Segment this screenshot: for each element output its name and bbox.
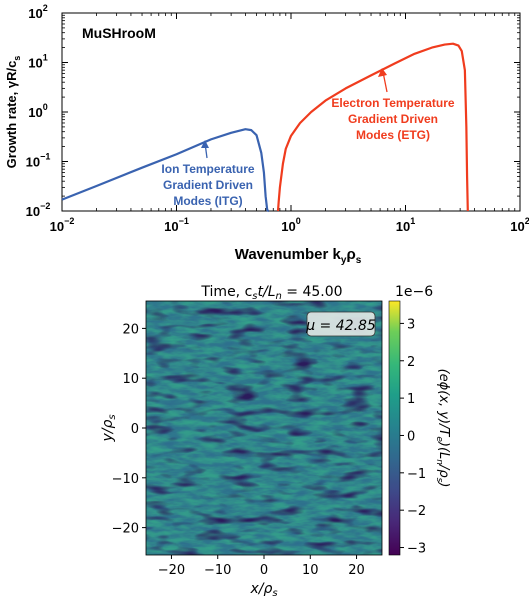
heatmap-y-tick-label: 20 [122,322,139,337]
colorbar-tick-label: −2 [407,504,426,519]
colorbar-tick-label: 2 [407,355,415,370]
heatmap-y-tick-label: −10 [112,472,139,487]
y-tick-label: 10−1 [26,152,51,170]
etg-annotation-line-1: Electron Temperature [331,96,454,110]
colorbar-label: (eϕ(x, y)/Te)(Ln/ρs) [434,369,451,488]
potential-field-chart: Time, cst/Ln = 45.00 [100,284,451,599]
mu-box: μ = 42.85 [305,311,376,337]
heatmap-field [146,301,382,555]
etg-annotation-line-3: Modes (ETG) [356,128,430,142]
y-tick-label: 100 [28,102,47,120]
colorbar: −3 −2 −1 0 1 2 3 1e−6 (eϕ(x, y)/Te)(Ln/ρs) [388,284,451,557]
growth-rate-y-axis-label: Growth rate, γR/cs [4,56,22,169]
itg-annotation-line-3: Modes (ITG) [173,194,242,208]
etg-annotation: Electron Temperature Gradient Driven Mod… [331,68,455,142]
heatmap-y-axis-label: y/ρs [100,414,118,442]
heatmap-x-tick-label: 0 [260,563,268,578]
y-tick-label: 10−2 [26,201,51,219]
heatmap-x-tick-label: 20 [348,563,365,578]
heatmap-x-tick-label: 10 [302,563,319,578]
itg-annotation-line-1: Ion Temperature [161,162,254,176]
itg-annotation-line-2: Gradient Driven [163,178,253,192]
heatmap-base [146,301,382,555]
x-tick-label: 101 [396,216,415,234]
y-tick-label: 102 [28,3,47,21]
etg-arrow-head [378,68,387,77]
growth-rate-x-axis-label: Wavenumber kyρs [235,246,362,266]
etg-annotation-line-2: Gradient Driven [348,112,438,126]
x-tick-label: 10−2 [50,216,75,234]
x-tick-label: 102 [510,216,529,234]
heatmap-x-axis-label: x/ρs [249,581,277,599]
colorbar-tick-label: −3 [407,542,426,557]
x-tick-label: 100 [281,216,300,234]
colorbar-tick-label: 0 [407,429,415,444]
mu-box-background [306,311,376,337]
colorbar-tick-label: 1 [407,392,415,407]
heatmap-y-tick-label: 10 [122,372,139,387]
itg-growth-rate-line [61,128,270,213]
growth-rate-plot-area [61,12,521,212]
heatmap-title: Time, cst/Ln = 45.00 [200,284,342,302]
colorbar-tick-label: 3 [407,317,415,332]
growth-rate-chart: 10−2 10−1 100 101 102 10−2 10−1 100 101 102 MuSHr… [4,3,529,266]
itg-annotation: Ion Temperature Gradient Driven Modes (I… [161,140,255,208]
heatmap-x-tick-label: −10 [204,563,231,578]
colorbar-tick-label: −1 [407,467,426,482]
mu-box-text: μ = 42.85 [305,318,376,334]
heatmap-y-tick-label: 0 [131,422,139,437]
heatmap-x-tick-label: −20 [158,563,185,578]
x-tick-label: 10−1 [164,216,189,234]
mushroom-label: MuSHrooM [82,25,156,41]
colorbar-gradient [388,300,401,556]
heatmap-y-tick-label: −20 [112,522,139,537]
y-tick-label: 101 [28,53,47,71]
colorbar-offset-text: 1e−6 [395,284,433,300]
itg-arrow-head [201,140,209,148]
